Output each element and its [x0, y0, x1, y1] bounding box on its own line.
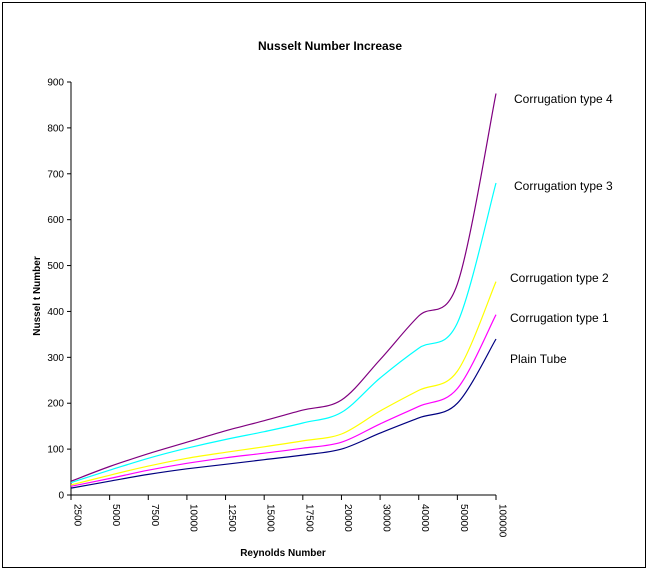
series-layer — [70, 93, 497, 489]
y-tick-label: 700 — [47, 169, 64, 180]
series-line-corrugation-type-3 — [70, 182, 497, 484]
x-tick-label: 5000 — [110, 504, 121, 527]
y-tick-label: 900 — [47, 78, 64, 89]
x-tick-label: 30000 — [381, 504, 392, 532]
series-label-corrugation-type-2: Corrugation type 2 — [510, 271, 609, 285]
x-axis-title: Reynolds Number — [240, 548, 326, 559]
series-label-corrugation-type-1: Corrugation type 1 — [510, 311, 609, 325]
y-axis-title: Nussel t Number — [32, 256, 43, 336]
y-tick-label: 300 — [47, 353, 64, 364]
x-tick-label: 15000 — [265, 504, 276, 532]
y-tick-label: 0 — [58, 491, 64, 502]
series-label-corrugation-type-3: Corrugation type 3 — [514, 179, 613, 193]
series-line-corrugation-type-1 — [70, 314, 497, 487]
y-tick-label: 500 — [47, 261, 64, 272]
series-labels: Plain Tube Corrugation type 1 Corrugation … — [510, 92, 613, 366]
x-tick-label: 2500 — [72, 504, 83, 527]
y-tick-label: 200 — [47, 399, 64, 410]
y-tick-label: 400 — [47, 307, 64, 318]
x-tick-label: 10000 — [187, 504, 198, 532]
series-label-plain-tube: Plain Tube — [510, 352, 567, 366]
series-line-plain-tube — [70, 338, 497, 489]
x-tick-label: 20000 — [342, 504, 353, 532]
x-tick-label: 7500 — [149, 504, 160, 527]
axes: 0 100 200 300 400 500 600 700 800 900 2500 5000 7500… — [47, 78, 507, 538]
y-tick-label: 600 — [47, 215, 64, 226]
x-tick-label: 50000 — [458, 504, 469, 532]
y-tick-label: 100 — [47, 445, 64, 456]
series-line-corrugation-type-4 — [70, 93, 497, 482]
chart-title: Nusselt Number Increase — [258, 39, 402, 53]
x-tick-label: 40000 — [419, 504, 430, 532]
x-tick-label: 17500 — [303, 504, 314, 532]
x-tick-label: 12500 — [226, 504, 237, 532]
series-label-corrugation-type-4: Corrugation type 4 — [514, 92, 613, 106]
y-tick-label: 800 — [47, 123, 64, 134]
x-tick-label: 100000 — [497, 504, 508, 538]
series-line-corrugation-type-2 — [70, 281, 497, 486]
